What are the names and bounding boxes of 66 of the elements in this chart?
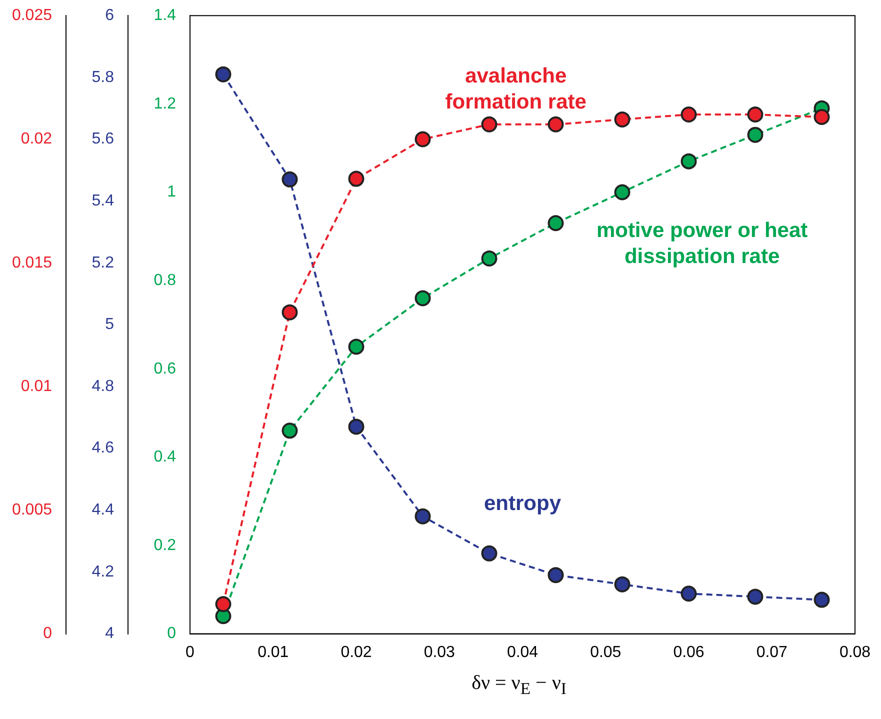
- y3-tick-label: 0.005: [12, 502, 52, 519]
- y2-tick-label: 4.2: [92, 563, 114, 580]
- point: [481, 250, 498, 266]
- point: [481, 116, 498, 132]
- point: [348, 338, 364, 355]
- y-tick-label: 0.2: [154, 536, 176, 554]
- y2-tick-label: 6: [105, 7, 114, 24]
- y3-tick-label: 0.025: [12, 7, 52, 24]
- point: [614, 576, 630, 592]
- y-tick-label: 0: [167, 625, 176, 642]
- x-tick-label: 0.05: [590, 644, 622, 661]
- point: [548, 116, 564, 132]
- point: [548, 567, 564, 584]
- y-tick-label: 1.2: [154, 95, 176, 112]
- x-tick-label: 0: [186, 644, 195, 661]
- point: [680, 106, 697, 123]
- point: [282, 422, 298, 439]
- x-tick-label: 0.04: [506, 644, 538, 661]
- y2-tick-label: 4.4: [92, 502, 114, 519]
- point: [282, 304, 298, 320]
- y3-tick-label: 0.015: [12, 254, 52, 272]
- x-axis-title: δν = ν$_{E}$ − ν$_{I}$: [470, 672, 568, 699]
- series-label: entropy: [484, 492, 562, 515]
- point: [614, 111, 630, 128]
- point: [348, 418, 364, 435]
- series-label: motive power or heat dissipation rate: [596, 219, 808, 268]
- y2-tick-label: 4: [105, 625, 114, 642]
- y2-tick-label: 5.6: [92, 130, 114, 148]
- y2-tick-label: 4.8: [92, 378, 114, 395]
- point: [481, 545, 498, 562]
- point: [215, 66, 232, 82]
- x-tick-label: 0.03: [424, 644, 456, 661]
- point: [814, 592, 830, 608]
- point: [747, 588, 764, 605]
- point: [414, 131, 431, 148]
- y2-tick-label: 5: [105, 316, 114, 334]
- y2-tick-label: 4.6: [92, 440, 114, 457]
- point: [414, 290, 431, 306]
- point: [548, 215, 564, 232]
- y-tick-label: 1.4: [154, 7, 176, 24]
- x-tick-label: 0.02: [340, 644, 372, 661]
- point: [747, 106, 764, 123]
- y3-tick-label: 0: [43, 625, 52, 642]
- y3-tick-label: 0.02: [20, 130, 52, 148]
- x-tick-label: 0.01: [258, 644, 289, 661]
- point: [348, 170, 364, 187]
- point: [614, 184, 630, 200]
- x-tick-label: 0.06: [673, 644, 704, 661]
- y3-tick-label: 0.01: [20, 378, 52, 395]
- point: [282, 171, 298, 188]
- series-label: avalanche formation rate: [445, 64, 586, 114]
- y-tick-label: 0.4: [154, 448, 176, 466]
- point: [680, 586, 697, 602]
- point: [747, 126, 764, 143]
- point: [680, 153, 697, 170]
- y2-tick-label: 5.8: [92, 68, 114, 86]
- x-tick-label: 0.08: [839, 644, 871, 661]
- y-tick-label: 0.6: [154, 360, 176, 378]
- point: [215, 596, 232, 612]
- point: [414, 508, 431, 524]
- point: [814, 108, 830, 125]
- y2-tick-label: 5.4: [92, 192, 114, 210]
- y-tick-label: 1: [167, 184, 176, 201]
- x-tick-label: 0.07: [756, 644, 788, 661]
- y-tick-label: 0.8: [154, 272, 176, 289]
- y2-tick-label: 5.2: [92, 254, 114, 272]
